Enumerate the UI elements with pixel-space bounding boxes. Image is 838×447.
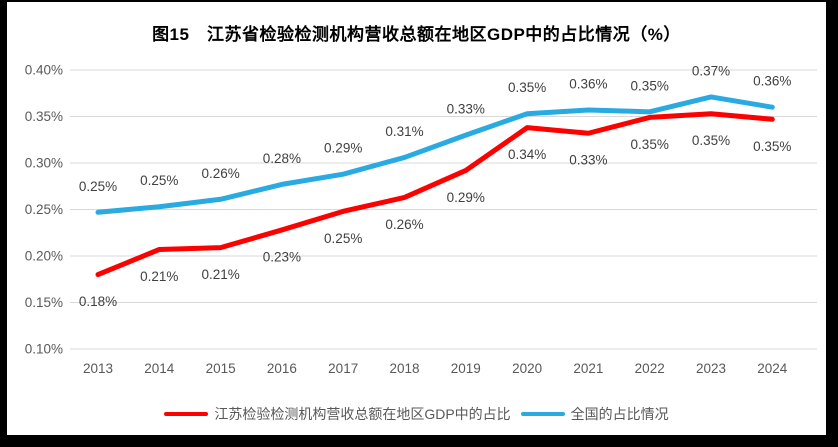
data-label: 0.31% — [385, 124, 423, 139]
data-label: 0.29% — [447, 190, 485, 205]
y-tick-label: 0.15% — [25, 295, 63, 310]
legend-item-national: 全国的占比情况 — [520, 404, 669, 424]
data-label: 0.33% — [569, 153, 607, 168]
data-label: 0.29% — [324, 141, 362, 156]
chart-background — [7, 2, 826, 435]
y-tick-label: 0.25% — [25, 202, 63, 217]
y-tick-label: 0.40% — [25, 63, 63, 78]
series-line-national — [95, 94, 775, 215]
data-label: 0.18% — [79, 294, 117, 309]
data-label: 0.28% — [263, 151, 301, 166]
x-tick-label: 2016 — [267, 361, 297, 376]
data-label: 0.26% — [385, 217, 423, 232]
y-tick-label: 0.10% — [25, 342, 63, 357]
data-label: 0.35% — [508, 80, 546, 95]
data-label: 0.26% — [201, 166, 239, 181]
data-label: 0.23% — [263, 249, 301, 264]
data-label: 0.35% — [631, 137, 669, 152]
x-tick-label: 2021 — [573, 361, 603, 376]
data-label: 0.34% — [508, 147, 546, 162]
x-axis-tick-labels: 2013 2014 2015 2016 2017 2018 2019 2020 2021 2022… — [83, 361, 788, 376]
data-label: 0.36% — [753, 74, 791, 89]
data-label: 0.25% — [79, 179, 117, 194]
legend-label: 江苏检验检测机构营收总额在地区GDP中的占比 — [214, 406, 511, 422]
data-labels-jiangsu: 0.18% 0.21% 0.21% 0.23% 0.25% 0.26% 0.29% 0.34%… — [79, 133, 792, 309]
data-labels-national: 0.25% 0.25% 0.26% 0.28% 0.29% 0.31% 0.33% 0.35%… — [79, 63, 792, 193]
y-axis-tick-labels: 0.40% 0.35% 0.30% 0.25% 0.20% 0.15% 0.10% — [25, 63, 63, 357]
x-tick-label: 2017 — [328, 361, 358, 376]
data-label: 0.36% — [569, 76, 607, 91]
legend-label: 全国的占比情况 — [570, 406, 669, 422]
data-label: 0.25% — [324, 231, 362, 246]
x-tick-label: 2019 — [451, 361, 481, 376]
data-label: 0.35% — [692, 133, 730, 148]
data-label: 0.25% — [140, 173, 178, 188]
x-tick-label: 2022 — [635, 361, 665, 376]
chart-title: 图15 江苏省检验检测机构营收总额在地区GDP中的占比情况（%） — [152, 25, 681, 44]
x-tick-label: 2015 — [206, 361, 236, 376]
x-tick-label: 2013 — [83, 361, 113, 376]
x-tick-label: 2023 — [696, 361, 726, 376]
y-tick-label: 0.35% — [25, 109, 63, 124]
legend: 江苏检验检测机构营收总额在地区GDP中的占比 全国的占比情况 — [7, 404, 826, 424]
x-tick-label: 2014 — [144, 361, 175, 376]
data-label: 0.35% — [753, 139, 791, 154]
series-line-jiangsu — [95, 111, 775, 278]
legend-line-swatch — [520, 412, 565, 416]
legend-line-swatch — [164, 412, 209, 416]
data-label: 0.21% — [201, 267, 239, 282]
data-label: 0.21% — [140, 269, 178, 284]
x-tick-label: 2020 — [512, 361, 542, 376]
legend-item-jiangsu: 江苏检验检测机构营收总额在地区GDP中的占比 — [164, 404, 511, 424]
data-label: 0.35% — [631, 78, 669, 93]
data-label: 0.37% — [692, 63, 730, 78]
y-tick-label: 0.20% — [25, 249, 63, 264]
x-tick-label: 2018 — [389, 361, 419, 376]
data-label: 0.33% — [447, 102, 485, 117]
y-tick-label: 0.30% — [25, 156, 63, 171]
x-tick-label: 2024 — [757, 361, 788, 376]
